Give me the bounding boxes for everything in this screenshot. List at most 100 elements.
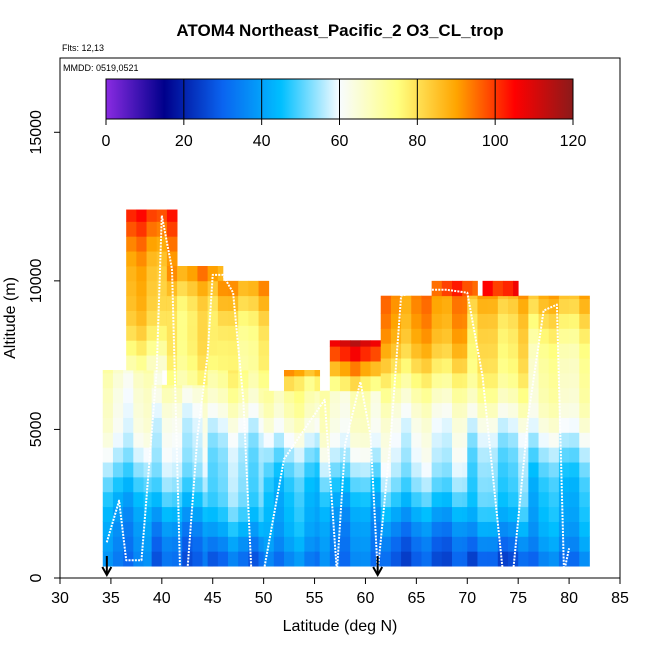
heatmap-cell bbox=[477, 432, 488, 447]
heatmap-cell bbox=[518, 373, 529, 388]
heatmap-cell bbox=[442, 432, 453, 447]
heatmap-cell bbox=[579, 373, 590, 388]
heatmap-cell bbox=[147, 325, 158, 340]
heatmap-cell bbox=[498, 507, 509, 522]
heatmap-cell bbox=[549, 418, 560, 433]
heatmap-cell bbox=[264, 507, 275, 522]
heatmap-cell bbox=[528, 447, 539, 462]
heatmap-cell bbox=[539, 536, 550, 551]
heatmap-cell bbox=[248, 325, 259, 340]
heatmap-cell bbox=[401, 328, 412, 343]
heatmap-cell bbox=[549, 296, 560, 299]
heatmap-cell bbox=[371, 492, 382, 507]
heatmap-cell bbox=[136, 236, 147, 251]
heatmap-cell bbox=[462, 447, 467, 462]
heatmap-cell bbox=[284, 370, 295, 376]
heatmap-cell bbox=[228, 522, 239, 537]
heatmap-cell bbox=[472, 281, 477, 296]
heatmap-cell bbox=[391, 432, 402, 447]
heatmap-cell bbox=[498, 432, 509, 447]
heatmap-cell bbox=[432, 281, 443, 296]
heatmap-cell bbox=[147, 355, 158, 370]
heatmap-cell bbox=[488, 418, 499, 433]
heatmap-cell bbox=[432, 536, 443, 551]
heatmap-cell bbox=[579, 388, 590, 403]
heatmap-cell bbox=[136, 221, 147, 236]
heatmap-cell bbox=[304, 391, 315, 403]
heatmap-cell bbox=[569, 462, 580, 477]
heatmap-cell bbox=[177, 266, 188, 281]
heatmap-cell bbox=[284, 477, 295, 492]
heatmap-cell bbox=[360, 361, 371, 376]
heatmap-cell bbox=[432, 522, 443, 537]
x-axis-label: Latitude (deg N) bbox=[283, 618, 398, 635]
heatmap-cell bbox=[360, 346, 371, 361]
heatmap-cell bbox=[579, 358, 590, 373]
heatmap-cell bbox=[498, 388, 509, 403]
heatmap-cell bbox=[488, 314, 499, 329]
heatmap-cell bbox=[126, 236, 137, 251]
heatmap-cell bbox=[123, 403, 134, 418]
heatmap-cell bbox=[228, 370, 239, 373]
heatmap-cell bbox=[113, 370, 124, 373]
heatmap-cell bbox=[284, 447, 295, 462]
heatmap-cell bbox=[411, 432, 422, 447]
heatmap-cell bbox=[320, 507, 331, 522]
heatmap-cell bbox=[167, 311, 178, 326]
heatmap-cell bbox=[569, 447, 580, 462]
heatmap-cell bbox=[259, 373, 270, 388]
heatmap-cell bbox=[462, 462, 467, 477]
heatmap-cell bbox=[162, 403, 173, 418]
heatmap-cell bbox=[539, 477, 550, 492]
heatmap-cell bbox=[569, 403, 580, 418]
x-tick-label: 80 bbox=[560, 590, 578, 607]
heatmap-cell bbox=[411, 388, 422, 403]
heatmap-cell bbox=[549, 447, 560, 462]
heatmap-cell bbox=[147, 251, 158, 266]
heatmap-cell bbox=[360, 340, 371, 346]
heatmap-cell bbox=[360, 551, 371, 566]
heatmap-cell bbox=[113, 447, 124, 462]
heatmap-cell bbox=[320, 492, 331, 507]
heatmap-cell bbox=[483, 281, 494, 296]
heatmap-cell bbox=[579, 418, 590, 433]
flights-label: Flts: 12,13 bbox=[62, 43, 104, 53]
heatmap-cell bbox=[126, 210, 137, 222]
heatmap-cell bbox=[401, 418, 412, 433]
heatmap-cell bbox=[467, 432, 478, 447]
heatmap-cell bbox=[539, 388, 550, 403]
heatmap-cell bbox=[391, 522, 402, 537]
heatmap-cell bbox=[208, 507, 219, 522]
heatmap-cell bbox=[462, 536, 467, 551]
heatmap-cell bbox=[126, 251, 137, 266]
heatmap-cell bbox=[452, 373, 463, 388]
heatmap-cell bbox=[569, 551, 580, 566]
heatmap-cell bbox=[579, 432, 590, 447]
heatmap-cell bbox=[549, 432, 560, 447]
heatmap-cell bbox=[432, 296, 443, 299]
heatmap-cell bbox=[539, 296, 550, 299]
heatmap-cell bbox=[228, 388, 239, 403]
heatmap-cell bbox=[182, 536, 193, 551]
heatmap-cell bbox=[123, 462, 134, 477]
heatmap-cell bbox=[421, 536, 432, 551]
y-tick-label: 15000 bbox=[28, 110, 45, 155]
heatmap-cell bbox=[559, 299, 570, 314]
heatmap-cell bbox=[197, 325, 208, 340]
y-tick-label: 0 bbox=[28, 573, 45, 582]
heatmap-cell bbox=[452, 447, 463, 462]
heatmap-cell bbox=[126, 311, 137, 326]
heatmap-cell bbox=[208, 462, 219, 477]
heatmap-cell bbox=[238, 418, 249, 433]
heatmap-cell bbox=[264, 492, 275, 507]
heatmap-cell bbox=[218, 340, 229, 355]
heatmap-cell bbox=[218, 418, 229, 433]
heatmap-cell bbox=[147, 281, 158, 296]
heatmap-cell bbox=[488, 522, 499, 537]
heatmap-cell bbox=[350, 361, 361, 376]
heatmap-cell bbox=[182, 462, 193, 477]
heatmap-cell bbox=[421, 477, 432, 492]
heatmap-cell bbox=[197, 296, 208, 311]
heatmap-cell bbox=[411, 507, 422, 522]
heatmap-cell bbox=[182, 432, 193, 447]
